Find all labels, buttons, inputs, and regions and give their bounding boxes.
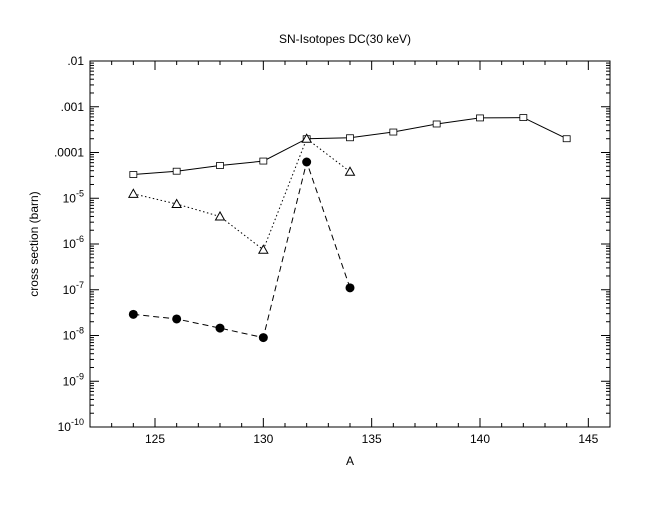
y-tick-label: .001 (61, 100, 85, 114)
data-point-triangle (171, 198, 183, 208)
data-point-square (562, 135, 571, 143)
data-point-square (172, 167, 181, 175)
data-point-circle (215, 323, 225, 333)
y-tick-label: .01 (67, 54, 84, 68)
series-3-line (133, 160, 351, 339)
data-point-circle (128, 309, 138, 319)
y-tick-label: .0001 (54, 146, 84, 160)
x-tick-label: 130 (253, 432, 273, 446)
y-tick-labels: .01 .001 .0001 10-5 10-6 10-7 10-8 10-9 10-10 (54, 54, 84, 434)
data-point-triangle (257, 244, 269, 254)
data-point-triangle (127, 188, 139, 198)
data-point-square (432, 120, 441, 128)
series-1-line (133, 117, 567, 175)
y-tick-label: 10-8 (63, 326, 84, 343)
series-2-line (133, 137, 351, 251)
data-point-square (389, 128, 398, 136)
y-tick-label: 10-10 (58, 417, 84, 434)
data-point-square (346, 134, 354, 142)
data-point-square (519, 114, 528, 121)
data-point-square (129, 171, 138, 178)
data-point-circle (172, 314, 182, 324)
x-tick-label: 125 (145, 432, 165, 446)
data-point-circle (345, 283, 355, 293)
y-tick-label: 10-9 (63, 371, 84, 388)
y-tick-label: 10-6 (63, 234, 84, 251)
data-point-triangle (301, 133, 313, 143)
x-tick-label: 135 (362, 432, 382, 446)
data-point-triangle (214, 210, 226, 221)
data-point-square (476, 114, 484, 122)
data-point-circle (258, 333, 268, 343)
x-tick-label: 145 (578, 432, 598, 446)
y-tick-label: 10-7 (63, 280, 84, 297)
y-tick-label: 10-5 (63, 188, 84, 205)
x-axis-label: A (346, 454, 354, 468)
data-point-square (259, 157, 268, 165)
chart-title: SN-Isotopes DC(30 keV) (279, 32, 411, 46)
x-tick-labels: 125 130 135 140 145 (145, 432, 599, 446)
y-axis-label: cross section (barn) (27, 191, 41, 296)
axis-ticks (89, 60, 611, 428)
plot-frame (89, 60, 611, 428)
data-point-circle (302, 157, 312, 167)
data-point-triangle (344, 166, 356, 176)
series-layer (127, 114, 571, 343)
data-point-square (216, 162, 224, 169)
x-tick-label: 140 (470, 432, 490, 446)
